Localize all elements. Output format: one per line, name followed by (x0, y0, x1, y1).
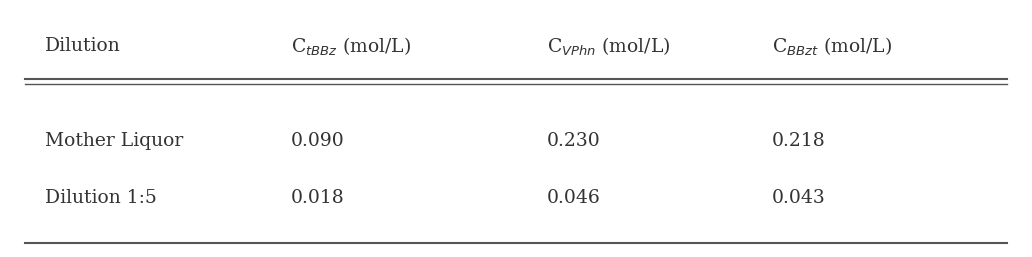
Text: C$_{tBBz}$ (mol/L): C$_{tBBz}$ (mol/L) (291, 35, 411, 58)
Text: C$_{VPhn}$ (mol/L): C$_{VPhn}$ (mol/L) (547, 35, 671, 58)
Text: C$_{BBzt}$ (mol/L): C$_{BBzt}$ (mol/L) (772, 35, 892, 58)
Text: 0.218: 0.218 (772, 132, 826, 150)
Text: Dilution: Dilution (45, 38, 121, 56)
Text: 0.090: 0.090 (291, 132, 345, 150)
Text: 0.230: 0.230 (547, 132, 601, 150)
Text: 0.046: 0.046 (547, 189, 601, 207)
Text: Mother Liquor: Mother Liquor (45, 132, 184, 150)
Text: Dilution 1:5: Dilution 1:5 (45, 189, 157, 207)
Text: 0.043: 0.043 (772, 189, 826, 207)
Text: 0.018: 0.018 (291, 189, 345, 207)
